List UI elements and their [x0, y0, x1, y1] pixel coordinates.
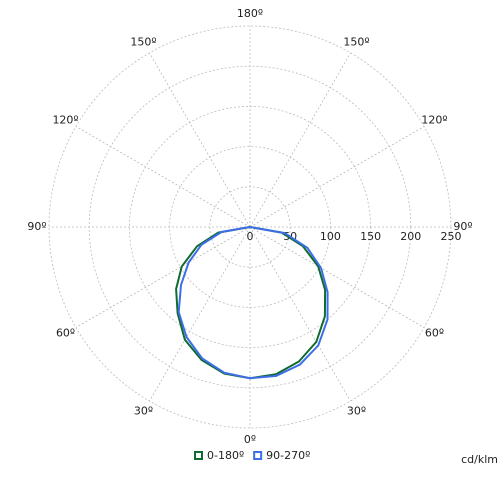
spoke: [75, 126, 251, 228]
grid-circle: [128, 106, 371, 348]
angle-label: 150º: [343, 36, 369, 49]
grid-circle: [209, 186, 291, 268]
r-tick-label: 250: [441, 230, 462, 243]
angle-label: 0º: [244, 433, 256, 446]
angle-label: 60º: [425, 327, 444, 340]
r-tick-label: 200: [400, 230, 421, 243]
grid-circle: [48, 25, 452, 429]
angle-label: 90º: [27, 220, 46, 233]
grid-circle: [169, 146, 331, 308]
spoke: [249, 126, 425, 228]
spoke: [149, 226, 251, 402]
legend-swatch: [253, 451, 263, 460]
series-line: [177, 226, 329, 380]
legend-swatch: [194, 451, 203, 460]
legend-label: 0-180º: [207, 449, 244, 462]
legend-label: 90-270º: [266, 449, 310, 462]
angle-label: 30º: [347, 404, 366, 417]
angle-label: 150º: [130, 36, 156, 49]
grid-circle: [88, 65, 412, 389]
r-tick-label: 0: [247, 230, 254, 243]
r-tick-label: 100: [320, 230, 341, 243]
spoke: [249, 52, 351, 228]
angle-label: 120º: [52, 114, 78, 127]
unit-label: cd/klm: [461, 453, 498, 466]
angle-label: 120º: [421, 114, 447, 127]
angle-label: 180º: [237, 7, 263, 20]
r-tick-label: 150: [360, 230, 381, 243]
angle-label: 90º: [453, 220, 472, 233]
spoke: [149, 52, 251, 228]
spoke: [75, 226, 251, 328]
angle-label: 60º: [56, 327, 75, 340]
angle-label: 30º: [134, 404, 153, 417]
spoke: [249, 226, 425, 328]
spoke: [249, 226, 351, 402]
